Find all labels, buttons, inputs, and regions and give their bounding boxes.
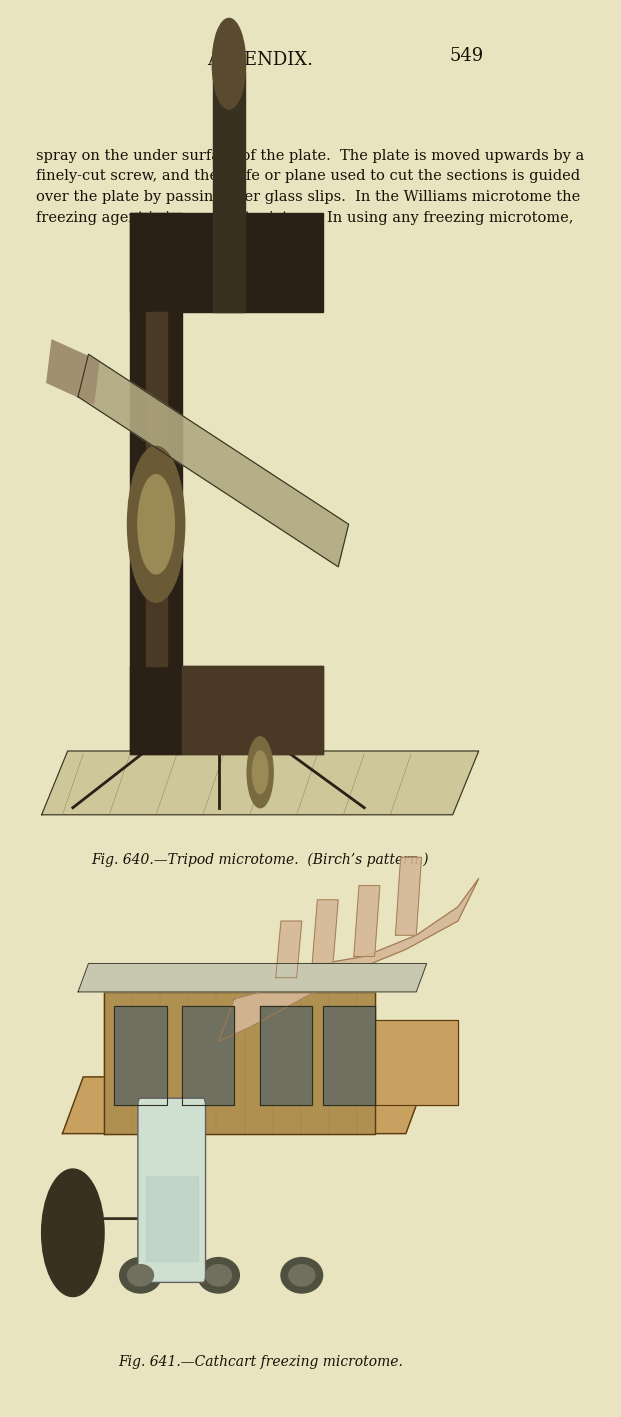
Polygon shape	[114, 1006, 166, 1105]
Circle shape	[127, 446, 184, 602]
Polygon shape	[214, 71, 245, 312]
Ellipse shape	[197, 1258, 239, 1292]
Polygon shape	[276, 921, 302, 978]
Circle shape	[252, 751, 268, 794]
Polygon shape	[146, 312, 166, 666]
Polygon shape	[374, 1020, 458, 1105]
Polygon shape	[130, 213, 182, 754]
FancyBboxPatch shape	[138, 1098, 206, 1282]
Polygon shape	[322, 1006, 374, 1105]
Polygon shape	[130, 213, 322, 312]
Text: Fig. 640.—Tripod microtome.  (Birch’s pattern.): Fig. 640.—Tripod microtome. (Birch’s pat…	[91, 853, 429, 867]
Polygon shape	[219, 879, 479, 1041]
Ellipse shape	[206, 1264, 232, 1287]
Polygon shape	[130, 666, 322, 754]
Polygon shape	[182, 1006, 234, 1105]
Polygon shape	[396, 857, 422, 935]
Text: spray on the under surface of the plate.  The plate is moved upwards by a
finely: spray on the under surface of the plate.…	[37, 149, 585, 224]
Text: APPENDIX.: APPENDIX.	[207, 51, 313, 69]
Polygon shape	[182, 666, 322, 754]
Ellipse shape	[281, 1258, 322, 1292]
Polygon shape	[78, 964, 427, 992]
Circle shape	[247, 737, 273, 808]
Polygon shape	[312, 900, 338, 964]
Polygon shape	[78, 354, 348, 567]
Text: Fig. 641.—Cathcart freezing microtome.: Fig. 641.—Cathcart freezing microtome.	[118, 1355, 402, 1369]
Ellipse shape	[120, 1258, 161, 1292]
Ellipse shape	[42, 1169, 104, 1297]
Polygon shape	[354, 886, 380, 956]
Ellipse shape	[127, 1264, 153, 1287]
Polygon shape	[260, 1006, 312, 1105]
Circle shape	[138, 475, 175, 574]
Text: 549: 549	[450, 47, 484, 65]
Polygon shape	[42, 751, 479, 815]
Polygon shape	[146, 1176, 197, 1261]
Circle shape	[212, 18, 245, 109]
Polygon shape	[47, 340, 99, 404]
Polygon shape	[63, 1077, 427, 1134]
Polygon shape	[104, 992, 374, 1134]
Ellipse shape	[289, 1264, 315, 1287]
